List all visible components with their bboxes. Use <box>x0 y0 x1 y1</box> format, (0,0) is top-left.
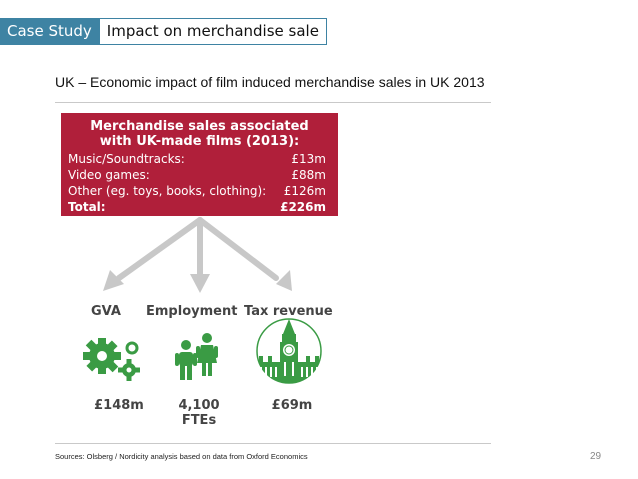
box-row-music: Music/Soundtracks: £13m <box>61 151 338 167</box>
employment-label: Employment <box>146 304 238 319</box>
source-note: Sources: Olsberg / Nordicity analysis ba… <box>55 452 308 461</box>
value-line: £148m <box>94 398 144 413</box>
row-value: £88m <box>291 168 326 182</box>
people-icon <box>175 333 218 380</box>
page-number: 29 <box>590 451 602 462</box>
merchandise-sales-box: Merchandise sales associated with UK-mad… <box>61 113 338 216</box>
row-value: £13m <box>291 152 326 166</box>
value-line: 4,100 <box>178 398 220 413</box>
header: Case Study Impact on merchandise sale <box>0 18 327 45</box>
subtitle: UK – Economic impact of film induced mer… <box>55 74 485 90</box>
row-label: Video games: <box>68 168 150 182</box>
gva-label: GVA <box>91 304 121 319</box>
gears-icon <box>83 338 140 381</box>
big-ben-icon <box>256 318 322 384</box>
arrow-to-tax <box>197 217 279 281</box>
row-value: £226m <box>280 200 326 214</box>
box-title-line2: with UK-made films (2013): <box>99 134 300 149</box>
row-label: Other (eg. toys, books, clothing): <box>68 184 267 198</box>
box-row-video-games: Video games: £88m <box>61 167 338 183</box>
slide-title: Impact on merchandise sale <box>98 18 327 45</box>
top-divider <box>55 102 491 103</box>
bottom-divider <box>55 443 491 444</box>
value-line-2: FTEs <box>181 413 217 428</box>
row-value: £126m <box>283 184 326 198</box>
arrowhead-gva <box>103 270 124 291</box>
gva-value: £148m <box>89 398 149 413</box>
arrowhead-tax <box>276 270 292 291</box>
arrow-to-gva <box>116 217 203 281</box>
row-label: Total: <box>68 200 106 214</box>
box-title-line1: Merchandise sales associated <box>90 119 309 134</box>
value-line: £69m <box>271 398 313 413</box>
tax-revenue-label: Tax revenue <box>244 304 333 319</box>
row-label: Music/Soundtracks: <box>68 152 185 166</box>
case-study-tag: Case Study <box>0 18 99 45</box>
box-row-total: Total: £226m <box>61 199 338 215</box>
arrowhead-employment <box>190 274 210 293</box>
tax-value: £69m <box>262 398 322 413</box>
box-row-other: Other (eg. toys, books, clothing): £126m <box>61 183 338 199</box>
employment-value: 4,100 FTEs <box>169 398 229 428</box>
